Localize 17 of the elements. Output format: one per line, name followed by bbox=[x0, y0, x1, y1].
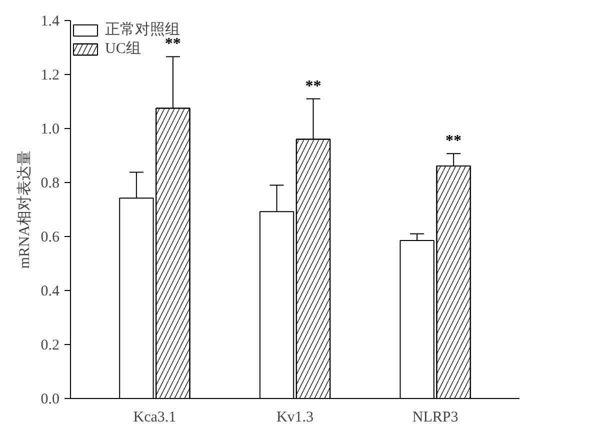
legend-label: 正常对照组 bbox=[105, 20, 180, 38]
y-tick-label: 1.4 bbox=[40, 14, 60, 30]
annotation: ** bbox=[305, 78, 322, 95]
annotation: ** bbox=[446, 132, 462, 150]
y-tick-label: 1.0 bbox=[40, 122, 60, 138]
y-tick-label: 0.0 bbox=[40, 392, 60, 408]
x-tick-label: Kca3.1 bbox=[133, 410, 176, 426]
y-tick-label: 0.2 bbox=[40, 338, 60, 354]
x-tick-label: Kv1.3 bbox=[276, 410, 314, 426]
legend-label: UC组 bbox=[105, 40, 141, 58]
y-tick-label: 0.4 bbox=[40, 284, 60, 300]
annotation: ** bbox=[164, 36, 181, 53]
x-tick-label: NLRP3 bbox=[412, 410, 458, 426]
y-axis-title: mRNA相对表达量 bbox=[16, 150, 33, 269]
y-tick-label: 1.2 bbox=[40, 68, 60, 84]
y-tick-label: 0.8 bbox=[40, 176, 60, 192]
y-tick-label: 0.6 bbox=[40, 230, 60, 246]
